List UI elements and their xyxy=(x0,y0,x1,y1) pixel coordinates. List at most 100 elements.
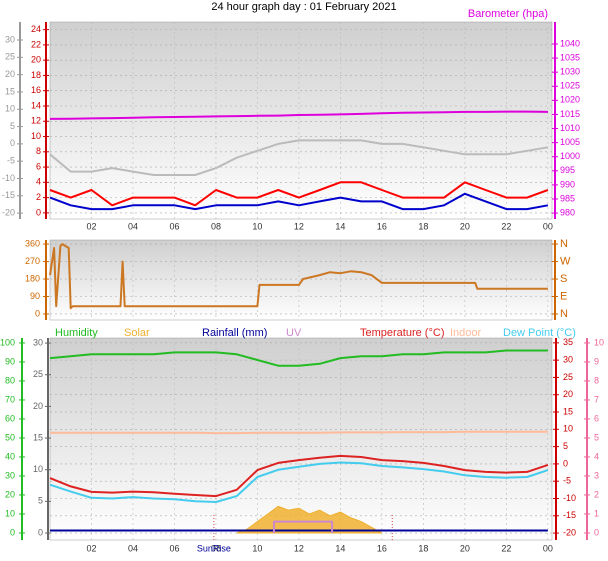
series-line xyxy=(49,243,548,310)
series-line xyxy=(49,139,549,176)
y-tick-label: 7 xyxy=(594,394,599,404)
y-tick-label: -20 xyxy=(2,207,15,217)
y-tick-label: 1000 xyxy=(560,151,580,161)
y-tick-label: 1025 xyxy=(560,81,580,91)
y-tick-label: 0 xyxy=(35,308,40,318)
y-tick-label: 3 xyxy=(594,470,599,480)
y-tick-label: 90 xyxy=(5,356,15,366)
y-tick-label: 1035 xyxy=(560,52,580,62)
y-tick-label: 30 xyxy=(33,337,43,347)
x-tick-label: 04 xyxy=(128,221,138,231)
y-tick-label: 80 xyxy=(5,375,15,385)
plot-area xyxy=(49,337,553,541)
legend-entry: Solar xyxy=(124,327,150,339)
y-tick-label: 1030 xyxy=(560,67,580,77)
y-tick-label: 0 xyxy=(10,527,15,537)
series-line xyxy=(49,461,549,503)
legend-entry: Indoor xyxy=(450,327,482,339)
y-tick-label: 0 xyxy=(38,527,43,537)
y-tick-label: 10 xyxy=(594,337,604,347)
x-tick-label: 08 xyxy=(211,543,221,553)
x-tick-label: 06 xyxy=(169,543,179,553)
y-tick-label: 180 xyxy=(25,273,40,283)
y-tick-label: 5 xyxy=(563,441,568,451)
y-tick-label: 0 xyxy=(563,458,568,468)
y-tick-label: 2 xyxy=(36,192,41,202)
y-tick-label: 10 xyxy=(5,508,15,518)
y-tick-label: 100 xyxy=(0,337,15,347)
y-tick-label: E xyxy=(560,290,567,302)
y-tick-label: 30 xyxy=(5,34,15,44)
area xyxy=(236,505,383,534)
y-tick-label: 16 xyxy=(31,85,41,95)
y-tick-label: 30 xyxy=(563,355,573,365)
y-tick-label: 5 xyxy=(38,496,43,506)
y-tick-label: 1005 xyxy=(560,137,580,147)
y-tick-label: -10 xyxy=(2,173,15,183)
x-tick-label: 16 xyxy=(377,221,387,231)
x-tick-label: 12 xyxy=(294,221,304,231)
y-tick-label: 15 xyxy=(5,86,15,96)
y-tick-label: 10 xyxy=(31,131,41,141)
y-tick-label: 12 xyxy=(31,116,41,126)
y-tick-label: 18 xyxy=(31,70,41,80)
y-tick-label: -20 xyxy=(563,527,576,537)
y-tick-label: 10 xyxy=(5,104,15,114)
y-tick-label: N xyxy=(560,238,568,250)
y-tick-label: 6 xyxy=(594,413,599,423)
y-tick-label: 20 xyxy=(563,389,573,399)
graph-title: 24 hour graph day : 01 February 2021 xyxy=(211,1,396,13)
y-tick-label: 8 xyxy=(36,146,41,156)
x-tick-label: 10 xyxy=(252,221,262,231)
y-tick-label: 4 xyxy=(594,451,599,461)
y-tick-label: 995 xyxy=(560,165,575,175)
axis-title: Barometer (hpa) xyxy=(468,8,548,20)
y-tick-label: 980 xyxy=(560,207,575,217)
series-line xyxy=(273,520,334,533)
x-tick-label: 12 xyxy=(294,543,304,553)
y-tick-label: 90 xyxy=(30,291,40,301)
x-tick-label: 14 xyxy=(335,221,345,231)
y-tick-label: 1010 xyxy=(560,123,580,133)
y-tick-label: 1 xyxy=(594,508,599,518)
y-tick-label: 0 xyxy=(594,527,599,537)
y-tick-label: 20 xyxy=(5,69,15,79)
y-tick-label: 20 xyxy=(31,55,41,65)
legend-entry: Dew Point (°C) xyxy=(503,327,576,339)
x-tick-label: 04 xyxy=(128,543,138,553)
y-tick-label: 20 xyxy=(5,489,15,499)
x-tick-label: 02 xyxy=(86,543,96,553)
y-tick-label: 70 xyxy=(5,394,15,404)
series-line xyxy=(50,430,548,435)
y-tick-label: 20 xyxy=(33,401,43,411)
legend-entry: Rainfall (mm) xyxy=(202,327,267,339)
y-tick-label: 10 xyxy=(33,464,43,474)
y-tick-label: -10 xyxy=(563,493,576,503)
x-tick-label: 00 xyxy=(543,543,553,553)
series-line xyxy=(49,349,548,367)
y-tick-label: 5 xyxy=(594,432,599,442)
y-tick-label: 990 xyxy=(560,179,575,189)
x-tick-label: 02 xyxy=(86,221,96,231)
y-tick-label: 1020 xyxy=(560,95,580,105)
x-tick-label: 18 xyxy=(418,543,428,553)
y-tick-label: 8 xyxy=(594,375,599,385)
y-tick-label: -5 xyxy=(563,476,571,486)
y-tick-label: 2 xyxy=(594,489,599,499)
legend-entry: Humidity xyxy=(55,327,98,339)
x-tick-label: 00 xyxy=(543,221,553,231)
y-tick-label: 5 xyxy=(10,121,15,131)
y-tick-label: 1040 xyxy=(560,38,580,48)
x-tick-label: 06 xyxy=(169,221,179,231)
y-tick-label: 15 xyxy=(33,432,43,442)
y-tick-label: 4 xyxy=(36,177,41,187)
y-tick-label: -15 xyxy=(563,510,576,520)
x-tick-label: 08 xyxy=(211,221,221,231)
sun-label: SunRise xyxy=(197,543,231,553)
series-line xyxy=(49,192,549,211)
y-tick-label: 40 xyxy=(5,451,15,461)
y-tick-label: 14 xyxy=(31,100,41,110)
y-tick-label: 985 xyxy=(560,193,575,203)
legend-entry: Temperature (°C) xyxy=(360,327,444,339)
y-tick-label: 25 xyxy=(563,372,573,382)
